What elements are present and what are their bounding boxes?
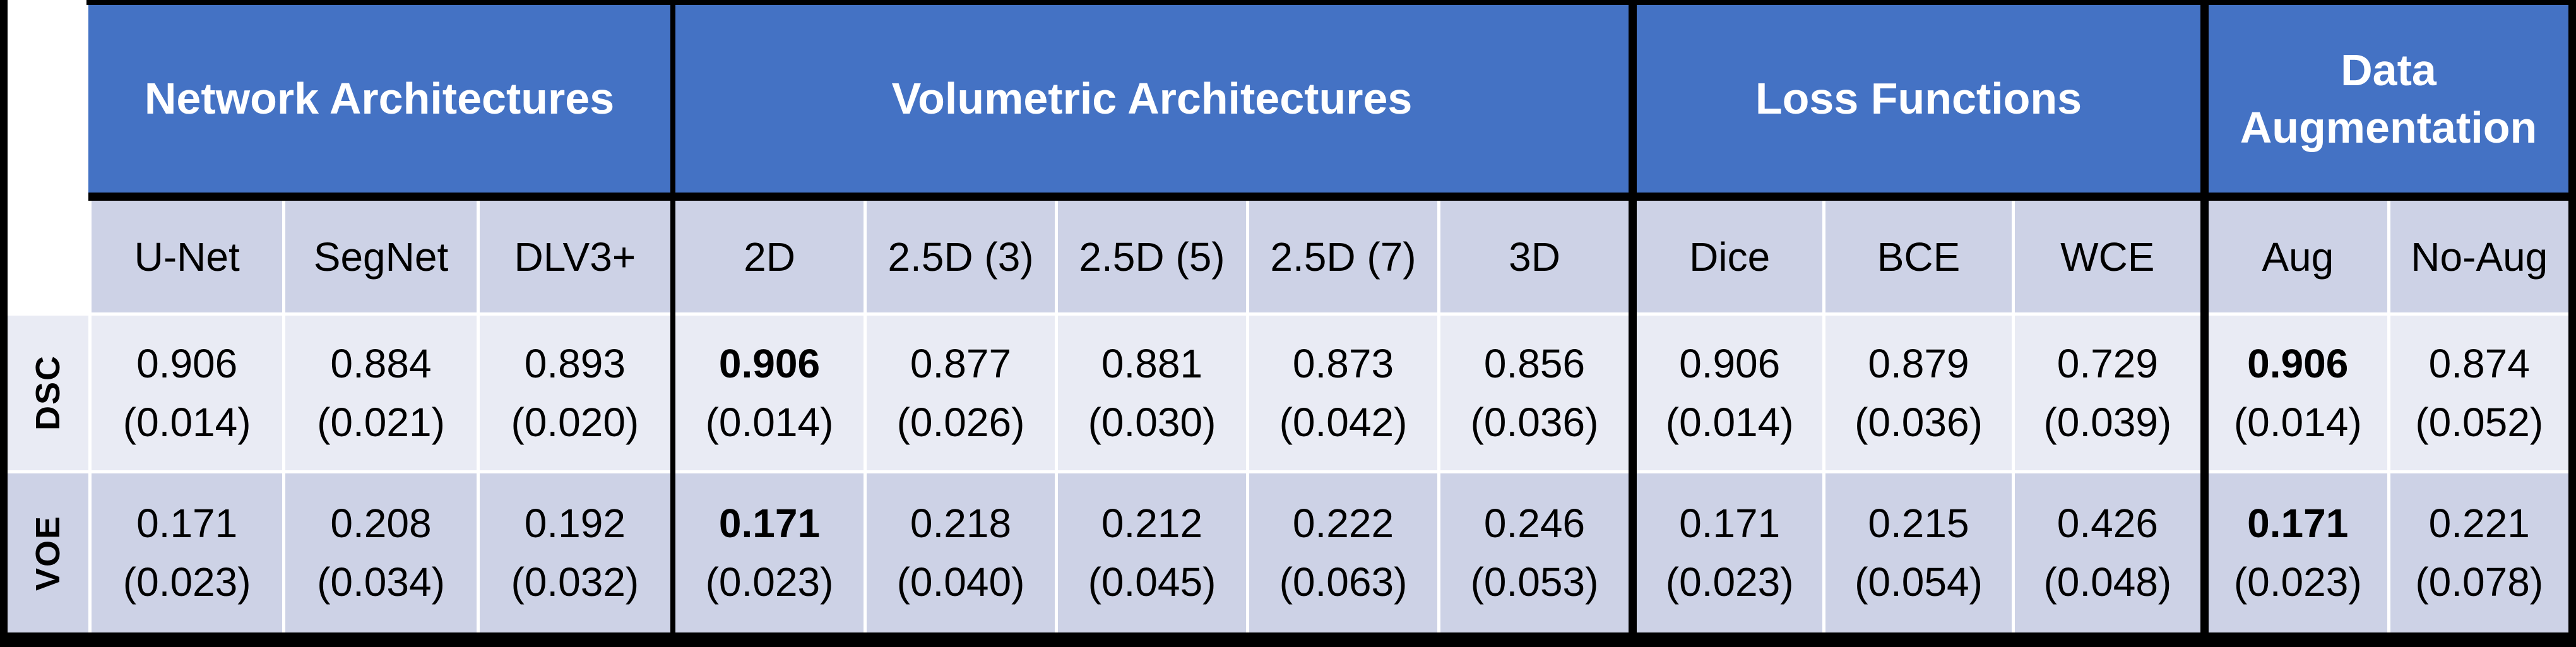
header-divider <box>675 193 1629 201</box>
group-header-data-augmentation: Data Augmentation <box>2209 5 2568 193</box>
data-cell-voe-unet: 0.171 (0.023) <box>92 473 283 632</box>
column-header-25d5: 2.5D (5) <box>1058 201 1246 312</box>
data-cell-voe-segnet: 0.208 (0.034) <box>285 473 477 632</box>
column-header-noaug: No-Aug <box>2390 201 2568 312</box>
corner-cell <box>8 5 88 193</box>
data-cell-voe-wce: 0.426 (0.048) <box>2014 473 2200 632</box>
data-cell-dsc-25d5: 0.881 (0.030) <box>1058 316 1246 470</box>
group-network-architectures: Network Architectures U-Net SegNet DLV3+… <box>88 5 670 632</box>
data-cell-voe-noaug: 0.221 (0.078) <box>2390 473 2568 632</box>
group-header-volumetric-architectures: Volumetric Architectures <box>675 5 1629 193</box>
data-cell-dsc-dice: 0.906 (0.014) <box>1637 316 1823 470</box>
data-cell-dsc-aug: 0.906 (0.014) <box>2209 316 2387 470</box>
table-border-bottom <box>0 632 2576 647</box>
table-border-top <box>86 0 2576 5</box>
data-cell-dsc-dlv3: 0.893 (0.020) <box>479 316 670 470</box>
row-label-dsc: DSC <box>8 316 88 470</box>
data-cell-voe-3d: 0.246 (0.053) <box>1440 473 1629 632</box>
data-cell-voe-25d5: 0.212 (0.045) <box>1058 473 1246 632</box>
data-cell-voe-aug: 0.171 (0.023) <box>2209 473 2387 632</box>
header-divider <box>2209 193 2568 201</box>
column-header-unet: U-Net <box>92 201 283 312</box>
group-divider-2 <box>1629 0 1637 632</box>
column-header-3d: 3D <box>1440 201 1629 312</box>
group-header-loss-functions: Loss Functions <box>1637 5 2200 193</box>
column-header-segnet: SegNet <box>285 201 477 312</box>
header-divider <box>88 193 670 201</box>
data-cell-voe-dlv3: 0.192 (0.032) <box>479 473 670 632</box>
column-header-2d: 2D <box>675 201 864 312</box>
group-header-network-architectures: Network Architectures <box>88 5 670 193</box>
data-cell-dsc-25d7: 0.873 (0.042) <box>1249 316 1437 470</box>
column-header-aug: Aug <box>2209 201 2387 312</box>
column-header-wce: WCE <box>2014 201 2200 312</box>
data-cell-dsc-wce: 0.729 (0.039) <box>2014 316 2200 470</box>
data-cell-voe-dice: 0.171 (0.023) <box>1637 473 1823 632</box>
group-data-augmentation: Data Augmentation Aug No-Aug 0.906 (0.01… <box>2209 5 2568 632</box>
data-cell-dsc-2d: 0.906 (0.014) <box>675 316 864 470</box>
data-cell-dsc-25d3: 0.877 (0.026) <box>867 316 1055 470</box>
data-cell-dsc-bce: 0.879 (0.036) <box>1825 316 2012 470</box>
header-divider <box>1637 193 2200 201</box>
column-header-bce: BCE <box>1825 201 2012 312</box>
data-cell-dsc-segnet: 0.884 (0.021) <box>285 316 477 470</box>
row-label-voe: VOE <box>8 473 88 632</box>
data-cell-voe-25d3: 0.218 (0.040) <box>867 473 1055 632</box>
data-cell-voe-25d7: 0.222 (0.063) <box>1249 473 1437 632</box>
column-header-25d7: 2.5D (7) <box>1249 201 1437 312</box>
data-cell-voe-bce: 0.215 (0.054) <box>1825 473 2012 632</box>
row-label-column: DSC VOE <box>8 5 88 632</box>
group-divider-3 <box>2200 0 2209 632</box>
column-header-25d3: 2.5D (3) <box>867 201 1055 312</box>
table-border-right <box>2568 0 2576 647</box>
group-volumetric-architectures: Volumetric Architectures 2D 2.5D (3) 2.5… <box>675 5 1629 632</box>
group-loss-functions: Loss Functions Dice BCE WCE 0.906 (0.014… <box>1637 5 2200 632</box>
data-cell-dsc-unet: 0.906 (0.014) <box>92 316 283 470</box>
data-cell-dsc-noaug: 0.874 (0.052) <box>2390 316 2568 470</box>
table-border-left <box>0 0 8 647</box>
data-cell-voe-2d: 0.171 (0.023) <box>675 473 864 632</box>
column-header-dice: Dice <box>1637 201 1823 312</box>
column-header-dlv3: DLV3+ <box>479 201 670 312</box>
data-cell-dsc-3d: 0.856 (0.036) <box>1440 316 1629 470</box>
